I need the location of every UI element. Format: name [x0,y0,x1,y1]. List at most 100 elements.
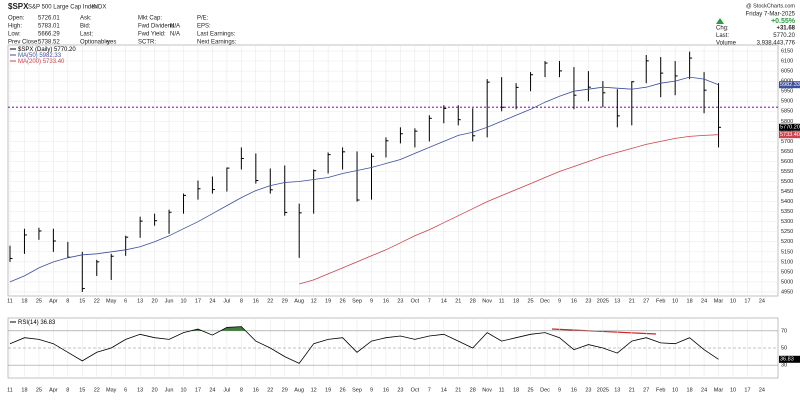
legend-value: 36.83 [40,320,56,326]
x-tick-label: 21 [455,298,461,304]
y-tick-label: 5400 [781,199,793,205]
x-tick-label: 10 [672,298,678,304]
x-tick-label: 6 [124,387,127,393]
x-tick-label: May [106,387,117,393]
x-tick-label: 6 [124,298,127,304]
y-tick-label: 5550 [781,169,793,175]
x-tick-label: 7 [428,298,431,304]
legend-value: 5982.33 [39,53,61,59]
field-value: 5666.29 [38,32,60,38]
field-value: N/A [170,32,180,38]
x-tick-label: 24 [701,298,707,304]
x-tick-label: 17 [195,298,201,304]
x-tick-label: Aug [294,387,304,393]
x-tick-label: 14 [441,298,447,304]
x-tick-label: 9 [370,298,373,304]
x-tick-label: 11 [499,387,505,393]
field-label: Bid: [80,24,91,30]
legend-name: MA(200) [18,59,41,65]
y-tick-label: 5450 [781,189,793,195]
x-tick-label: 22 [94,387,100,393]
x-tick-label: 22 [94,298,100,304]
x-tick-label: 16 [571,298,577,304]
x-tick-label: Mar [714,298,724,304]
y-tick-label: 50 [781,345,787,351]
x-tick-label: Oct [411,298,420,304]
y-tick-label: 5250 [781,229,793,235]
x-tick-label: 25 [36,298,42,304]
series-line [9,326,719,364]
x-tick-label: 17 [195,387,201,393]
x-tick-label: 18 [687,298,693,304]
x-tick-label: 18 [513,298,519,304]
x-tick-label: 21 [629,387,635,393]
legend-value: 5733.40 [43,59,65,65]
x-tick-label: Mar [714,387,724,393]
field-label: Prev Close: [8,40,39,46]
field-label: Next Earnings: [197,40,237,46]
x-tick-label: Sep [352,298,362,304]
x-tick-label: 24 [759,298,765,304]
y-tick-label: 30 [781,363,787,369]
x-tick-label: 10 [730,298,736,304]
value-tag [779,123,800,131]
x-tick-label: 23 [397,298,403,304]
stat-value: 5770.20 [773,33,795,39]
x-tick-label: 9 [558,298,561,304]
x-tick-label: 24 [209,298,215,304]
value-tag [779,131,800,139]
x-tick-label: Nov [482,298,492,304]
y-tick-label: 6100 [781,59,793,65]
x-tick-label: 28 [470,387,476,393]
y-tick-label: 6150 [781,48,793,54]
x-tick-label: 8 [66,387,69,393]
y-tick-label: 5900 [781,99,793,105]
field-label: Low: [8,32,21,38]
x-tick-label: 10 [180,298,186,304]
x-tick-label: 14 [441,387,447,393]
x-tick-label: 13 [614,387,620,393]
y-tick-label: 5050 [781,269,793,275]
x-tick-label: 11 [499,298,505,304]
legend-name: $SPX (Daily) [18,47,52,53]
y-tick-label: 5800 [781,119,793,125]
legend-value: 5770.20 [54,47,76,53]
stat-label: Chg: [716,26,729,32]
x-tick-label: 11 [7,298,13,304]
x-tick-label: 23 [585,387,591,393]
x-tick-label: 13 [614,298,620,304]
x-tick-label: 23 [397,387,403,393]
x-tick-label: 8 [66,298,69,304]
y-tick-label: 5000 [781,279,793,285]
x-tick-label: May [106,298,117,304]
y-tick-label: 5300 [781,219,793,225]
stat-label: Volume [716,41,737,47]
credit: @ StockCharts.com [746,3,795,9]
x-tick-label: 24 [759,387,765,393]
y-tick-label: 5350 [781,209,793,215]
y-tick-label: 5700 [781,139,793,145]
x-tick-label: 18 [21,387,27,393]
x-tick-label: 16 [383,387,389,393]
x-tick-label: Apr [49,298,58,304]
x-tick-label: 18 [687,387,693,393]
x-tick-label: Jun [165,387,174,393]
x-tick-label: 26 [340,298,346,304]
x-tick-label: 12 [311,298,317,304]
x-tick-label: 20 [152,298,158,304]
x-tick-label: 17 [744,298,750,304]
field-value: yes [107,40,116,46]
y-tick-label: 5500 [781,179,793,185]
x-tick-label: Oct [411,387,420,393]
y-tick-label: 5100 [781,259,793,265]
x-tick-label: 27 [643,387,649,393]
field-value: N/A [170,24,180,30]
field-label: EPS: [197,24,211,30]
x-tick-label: 21 [455,387,461,393]
x-tick-label: Dec [540,298,550,304]
x-tick-label: 10 [180,387,186,393]
x-tick-label: Dec [540,387,550,393]
divergence-trendline [551,328,657,335]
x-tick-label: 24 [701,387,707,393]
